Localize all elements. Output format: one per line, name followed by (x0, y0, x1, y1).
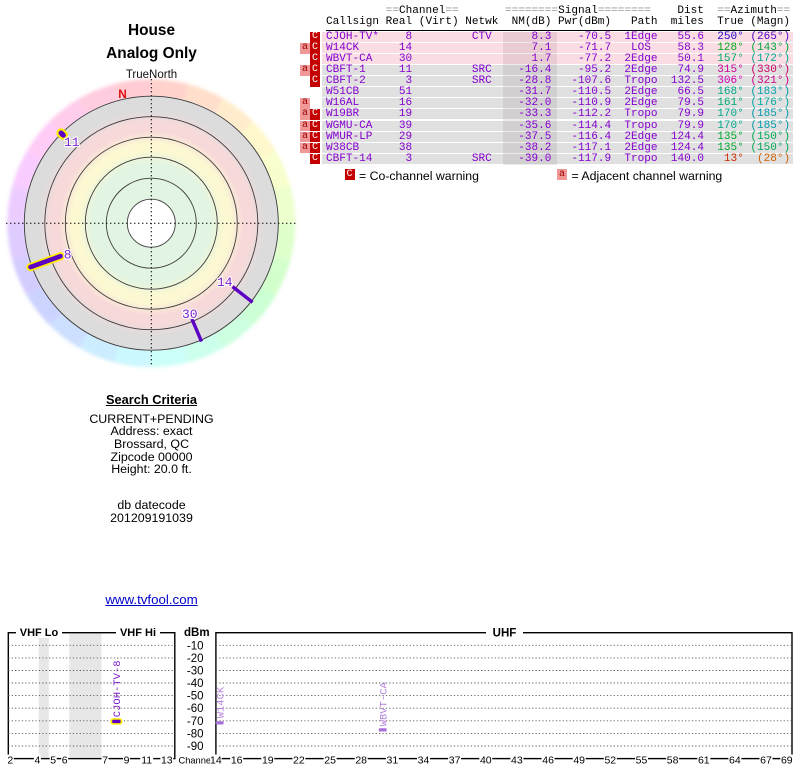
svg-text:-80: -80 (187, 728, 204, 740)
svg-text:-60: -60 (187, 703, 204, 715)
svg-text:43: 43 (511, 755, 523, 767)
svg-text:58: 58 (667, 755, 679, 767)
svg-text:69: 69 (781, 755, 793, 767)
svg-text:-50: -50 (187, 691, 204, 703)
svg-text:6: 6 (62, 755, 68, 767)
svg-text:64: 64 (729, 755, 741, 767)
svg-text:14: 14 (210, 755, 222, 767)
svg-text:40: 40 (480, 755, 492, 767)
svg-text:28: 28 (355, 755, 367, 767)
svg-text:-20: -20 (187, 653, 204, 665)
svg-text:-90: -90 (187, 741, 204, 753)
svg-text:14: 14 (217, 275, 233, 290)
svg-text:5: 5 (50, 755, 56, 767)
svg-text:7: 7 (102, 755, 108, 767)
svg-text:-10: -10 (187, 640, 204, 652)
svg-text:67: 67 (760, 755, 772, 767)
svg-text:13: 13 (161, 755, 173, 767)
svg-text:8: 8 (64, 248, 72, 263)
svg-text:dBm: dBm (184, 627, 210, 639)
svg-text:CJOH-TV-8: CJOH-TV-8 (112, 660, 124, 717)
svg-text:WBVT-CA: WBVT-CA (379, 681, 391, 726)
svg-text:30: 30 (182, 307, 198, 322)
svg-text:VHF Lo: VHF Lo (20, 627, 59, 639)
svg-text:W14CK: W14CK (215, 686, 227, 718)
svg-text:25: 25 (324, 755, 336, 767)
svg-text:31: 31 (387, 755, 399, 767)
svg-text:4: 4 (34, 755, 40, 767)
svg-text:37: 37 (449, 755, 461, 767)
svg-text:-40: -40 (187, 678, 204, 690)
svg-text:55: 55 (636, 755, 648, 767)
svg-text:N: N (118, 87, 127, 101)
svg-text:49: 49 (573, 755, 585, 767)
svg-text:VHF Hi: VHF Hi (120, 627, 156, 639)
svg-text:52: 52 (604, 755, 616, 767)
svg-text:UHF: UHF (493, 628, 517, 640)
svg-text:11: 11 (141, 755, 152, 767)
svg-text:46: 46 (542, 755, 554, 767)
svg-text:16: 16 (231, 755, 243, 767)
svg-text:2: 2 (7, 755, 13, 767)
svg-text:61: 61 (698, 755, 710, 767)
svg-text:-70: -70 (187, 716, 204, 728)
svg-text:34: 34 (418, 755, 430, 767)
svg-text:11: 11 (64, 135, 80, 150)
svg-text:22: 22 (293, 755, 305, 767)
svg-text:-30: -30 (187, 666, 204, 678)
svg-text:19: 19 (262, 755, 274, 767)
svg-text:9: 9 (124, 755, 130, 767)
svg-text:Channel: Channel (179, 755, 214, 765)
